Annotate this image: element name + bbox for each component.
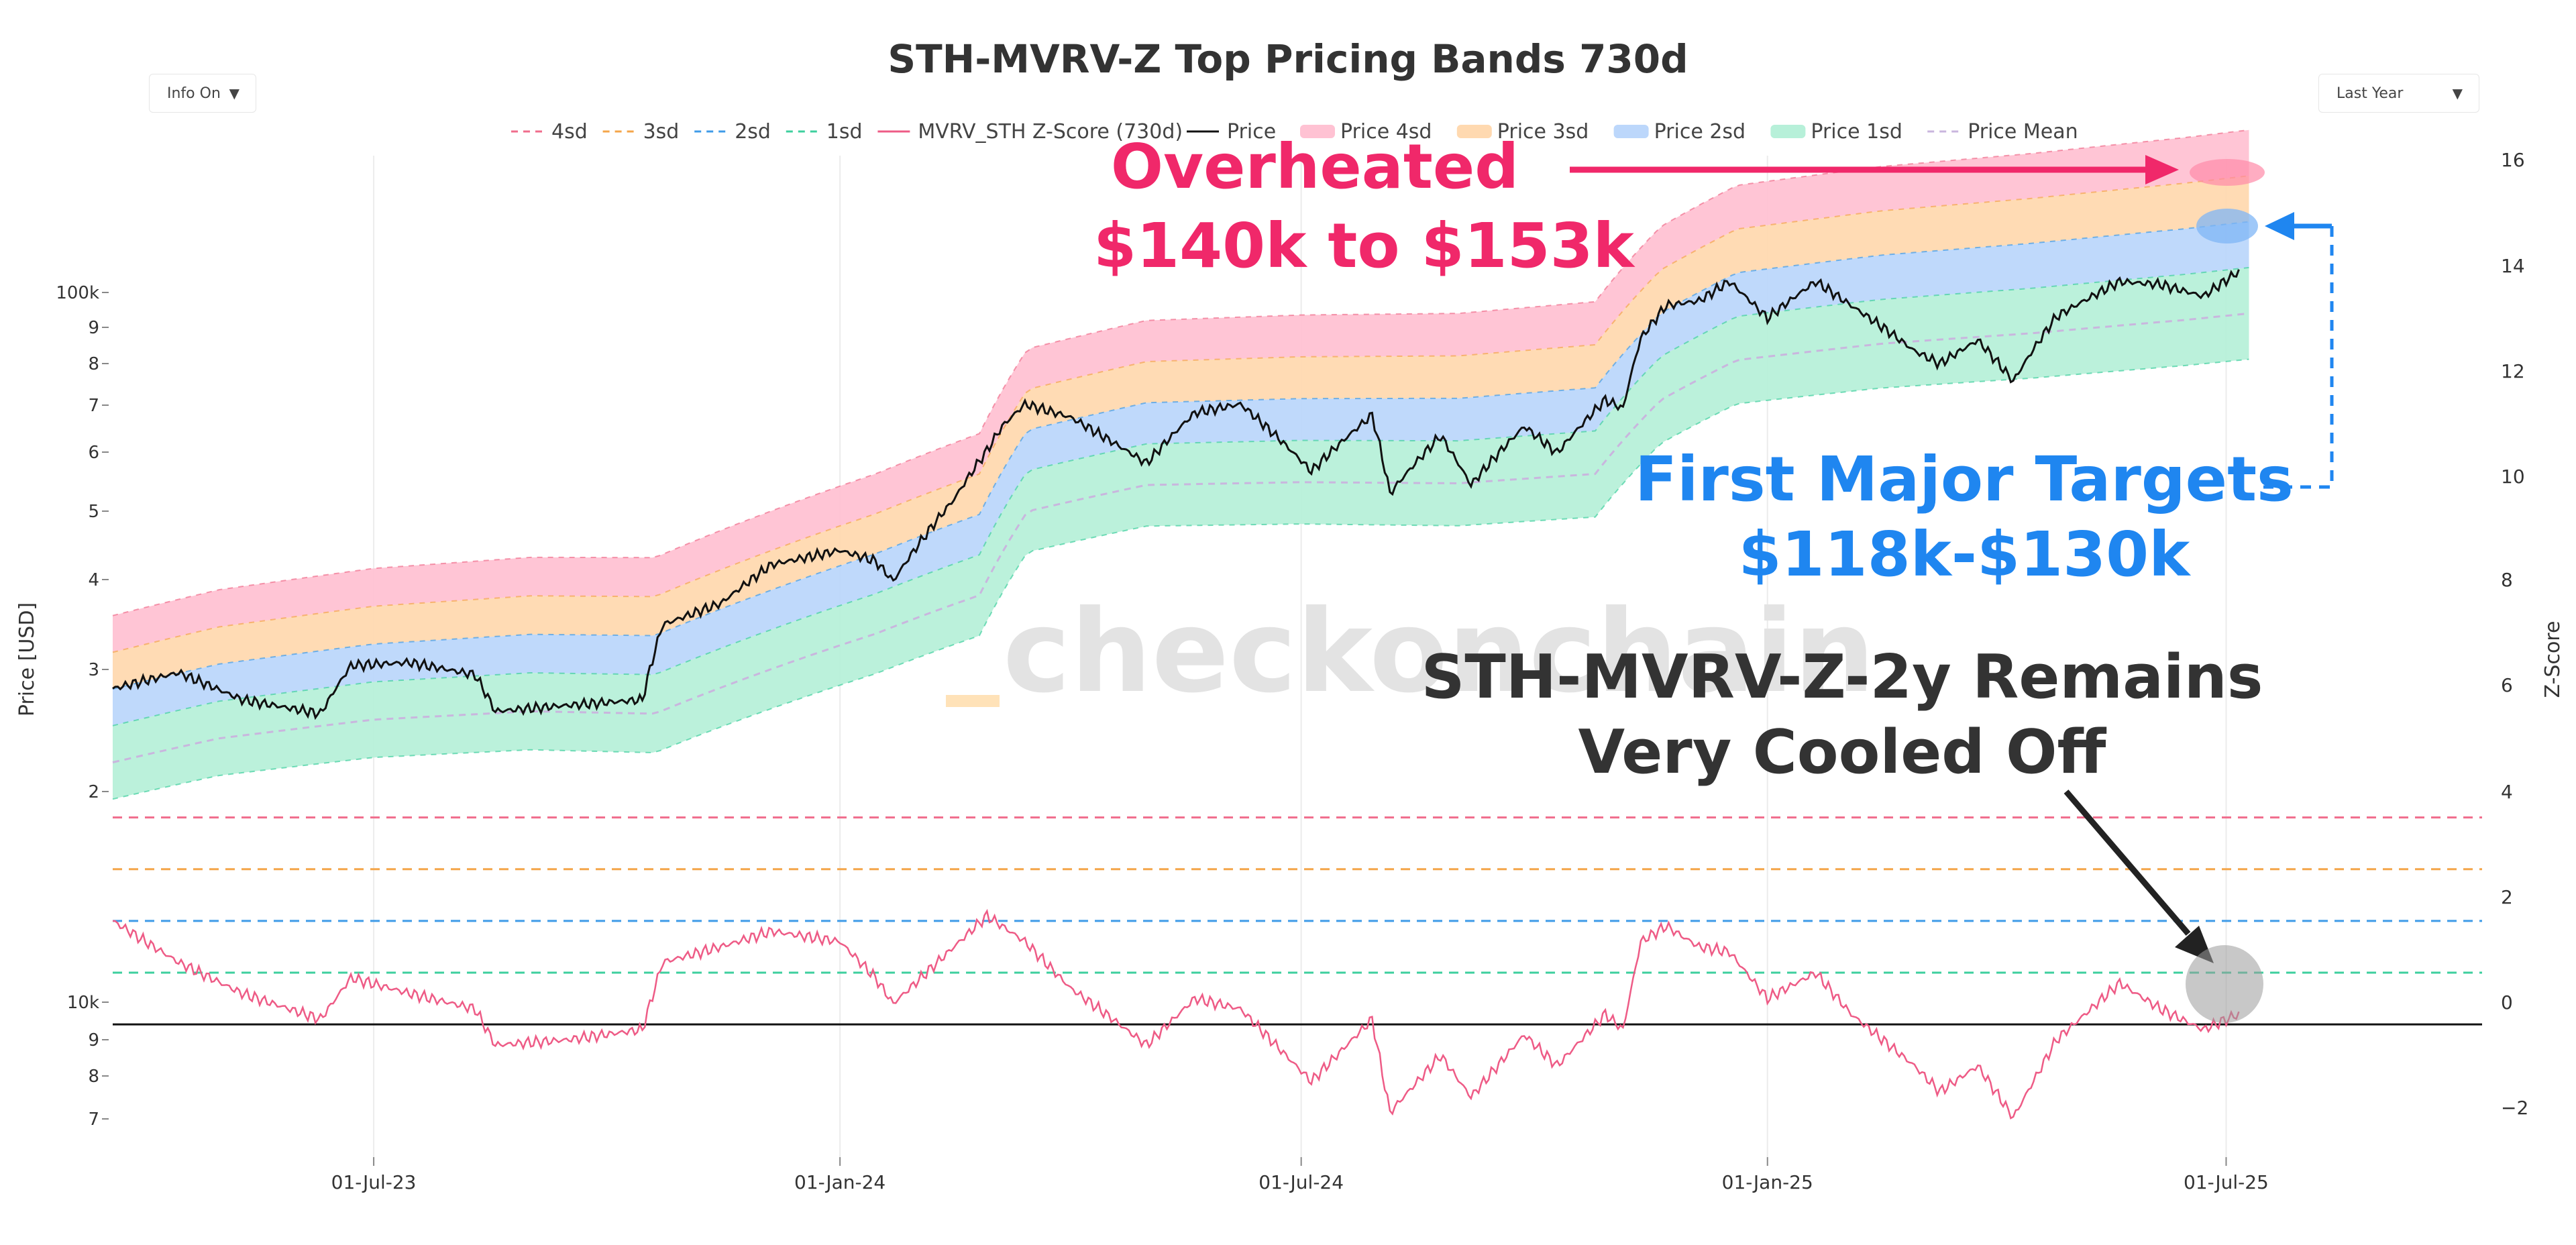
watermark: checkonchain — [946, 586, 1875, 718]
y-right-tick: 6 — [2501, 674, 2513, 696]
cooled-arrow-line — [2063, 790, 2191, 936]
legend-item-label: Price — [1227, 120, 1276, 144]
legend-swatch — [1770, 125, 1806, 138]
cooled-line1: STH-MVRV-Z-2y Remains — [1421, 642, 2263, 712]
watermark-text: checkonchain — [1003, 586, 1875, 718]
x-tick-label: 01-Jul-23 — [331, 1171, 417, 1193]
overheated-arrow-head — [2145, 155, 2179, 184]
legend-swatch — [1613, 125, 1649, 138]
watermark-mark — [946, 695, 1000, 707]
info-dropdown[interactable]: Info On ▼ — [149, 74, 256, 113]
targets-arrow-head — [2265, 212, 2294, 240]
y-left-tick: 10k — [67, 993, 99, 1013]
overheated-title: Overheated — [1111, 131, 1519, 203]
info-dropdown-label: Info On — [167, 85, 221, 102]
y-left-tick: 3 — [88, 660, 99, 680]
price-2sd-band — [113, 221, 2249, 726]
legend-item-label: Price Mean — [1968, 120, 2078, 144]
targets-title: First Major Targets — [1635, 443, 2294, 515]
legend-swatch — [1456, 125, 1492, 138]
x-tick-label: 01-Jul-24 — [1258, 1171, 1344, 1193]
sd-lines — [113, 816, 2482, 974]
overheated-range: $140k to $153k — [1093, 210, 1635, 282]
y-right-tick: 8 — [2501, 569, 2513, 591]
cooled-line2: Very Cooled Off — [1578, 717, 2107, 788]
x-tick-label: 01-Jan-24 — [794, 1171, 885, 1193]
legend-item-label: Price 2sd — [1654, 120, 1746, 144]
y-left-tick: 4 — [88, 570, 99, 590]
chevron-down-icon: ▼ — [2452, 85, 2463, 101]
legend-item-label: MVRV_STH Z-Score (730d) — [918, 120, 1183, 144]
y-right-tick: 2 — [2501, 886, 2513, 908]
axes: 100k 9 8 7 6 5 4 3 2 10k 9 8 7 16 14 12 10 8 6 4 2 0 −2 01-Jul-… — [56, 149, 2528, 1193]
legend-item-label: Price 1sd — [1811, 120, 1902, 144]
y-left-tick: 7 — [88, 396, 99, 416]
x-tick-label: 01-Jan-25 — [1722, 1171, 1813, 1193]
legend-item-label: Price 3sd — [1497, 120, 1589, 144]
y-right-tick: 14 — [2501, 255, 2525, 277]
band-edge-line — [112, 266, 2249, 726]
price-bands — [112, 129, 2249, 800]
y-left-tick: 8 — [88, 1067, 99, 1087]
y-left-tick: 9 — [88, 1030, 99, 1050]
y-left-tick: 100k — [56, 283, 99, 303]
chart-title: STH-MVRV-Z Top Pricing Bands 730d — [888, 36, 1688, 82]
price-line — [112, 269, 2240, 720]
price-3sd-band — [113, 176, 2249, 690]
y-left-label: Price [USD] — [15, 602, 39, 716]
price-mean-line — [112, 312, 2249, 763]
cooled-marker — [2186, 945, 2263, 1023]
price-1sd-band — [113, 267, 2249, 800]
legend-swatch — [1300, 125, 1335, 138]
y-right-label: Z-Score — [2541, 621, 2565, 698]
targets-dashed-connector — [2263, 226, 2334, 489]
targets-range: $118k-$130k — [1739, 519, 2191, 590]
annotations: Overheated$140k to $153k First Major Targ… — [1093, 131, 2334, 1023]
y-right-tick: 12 — [2501, 360, 2525, 382]
band-edge-line — [112, 221, 2249, 690]
y-right-tick: 0 — [2501, 991, 2513, 1014]
y-right-tick: 4 — [2501, 781, 2513, 803]
y-right-tick: 16 — [2501, 149, 2525, 171]
chevron-down-icon: ▼ — [229, 85, 239, 101]
band-edge-line — [112, 175, 2249, 653]
targets-marker — [2196, 209, 2258, 243]
y-left-tick: 8 — [88, 354, 99, 374]
legend-item-label: 4sd — [551, 120, 588, 144]
x-tick-label: 01-Jul-25 — [2184, 1171, 2269, 1193]
y-left-tick: 9 — [88, 318, 99, 338]
legend-item-label: Price 4sd — [1340, 120, 1432, 144]
overheated-marker — [2190, 159, 2265, 186]
band-edge-line — [112, 358, 2249, 800]
legend-item-label: 1sd — [826, 120, 863, 144]
y-left-tick: 7 — [88, 1109, 99, 1130]
legend-item-label: 2sd — [735, 120, 771, 144]
range-dropdown[interactable]: Last Year ▼ — [2318, 74, 2479, 113]
legend-item-label: 3sd — [643, 120, 680, 144]
series-lines — [112, 269, 2240, 1120]
zscore-line — [112, 908, 2240, 1120]
range-dropdown-label: Last Year — [2337, 85, 2404, 102]
y-right-tick: 10 — [2501, 466, 2525, 488]
y-right-tick: −2 — [2501, 1097, 2528, 1119]
legend[interactable]: 4sd 3sd 2sd 1sd MVRV_STH Z-Score (730d) Price… — [511, 120, 2078, 144]
y-left-tick: 5 — [88, 502, 99, 522]
y-left-tick: 2 — [88, 782, 99, 802]
y-left-tick: 6 — [88, 443, 99, 463]
price-4sd-band — [113, 129, 2249, 653]
